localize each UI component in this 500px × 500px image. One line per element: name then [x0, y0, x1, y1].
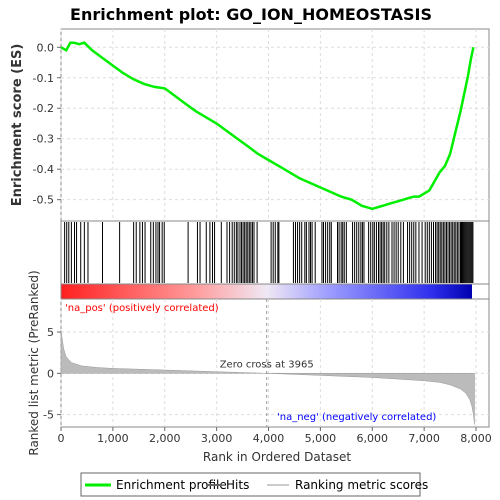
es-y-ticks: 0.0 -0.1 -0.2 -0.3 -0.4 -0.5	[33, 41, 61, 207]
x-tick-label: 8,000	[460, 432, 492, 445]
metric-y-ticks: 5 0 -5	[43, 326, 61, 422]
x-tick-label: 7,000	[408, 432, 440, 445]
ranking-metric-area	[60, 330, 475, 425]
es-panel-frame	[60, 28, 490, 222]
x-axis-title: Rank in Ordered Dataset	[203, 450, 351, 464]
x-tick-label: 1,000	[97, 432, 129, 445]
legend: Enrichment profile Hits Ranking metric s…	[80, 472, 428, 497]
es-tick-label: -0.4	[33, 163, 54, 176]
es-tick-label: -0.1	[33, 72, 54, 85]
enrichment-profile-line	[60, 41, 475, 211]
negative-label: 'na_neg' (negatively correlated)	[277, 412, 436, 423]
x-tick-label: 3,000	[201, 432, 233, 445]
es-tick-label: -0.2	[33, 102, 54, 115]
rank-color-bar	[61, 284, 472, 299]
es-tick-label: -0.3	[33, 133, 54, 146]
hit-markers	[64, 222, 474, 283]
legend-enrichment-label: Enrichment profile	[116, 478, 227, 492]
x-tick-label: 4,000	[253, 432, 285, 445]
x-tick-label: 2,000	[149, 432, 181, 445]
metric-panel-frame	[60, 298, 490, 428]
legend-hits-label: Hits	[226, 478, 249, 492]
x-tick-label: 5,000	[305, 432, 337, 445]
x-tick-label: 0	[58, 432, 65, 445]
metric-y-axis-title: Ranked list metric (PreRanked)	[27, 270, 41, 455]
x-axis-ticks: 0 1,000 2,000 3,000 4,000 5,000 6,000 7,000 8,00…	[58, 427, 492, 445]
chart-title: Enrichment plot: GO_ION_HOMEOSTASIS	[70, 5, 432, 24]
positive-label: 'na_pos' (positively correlated)	[65, 303, 219, 314]
es-tick-label: -0.5	[33, 194, 54, 207]
metric-tick-label: 0	[47, 367, 54, 380]
es-y-axis-title: Enrichment score (ES)	[10, 44, 25, 207]
legend-metric-label: Ranking metric scores	[295, 478, 428, 492]
zero-cross-label: Zero cross at 3965	[220, 359, 314, 370]
es-gridlines	[60, 29, 489, 221]
x-tick-label: 6,000	[357, 432, 389, 445]
metric-tick-label: 5	[47, 326, 54, 339]
es-tick-label: 0.0	[37, 41, 55, 54]
legend-frame	[80, 472, 421, 497]
metric-tick-label: -5	[43, 409, 54, 422]
